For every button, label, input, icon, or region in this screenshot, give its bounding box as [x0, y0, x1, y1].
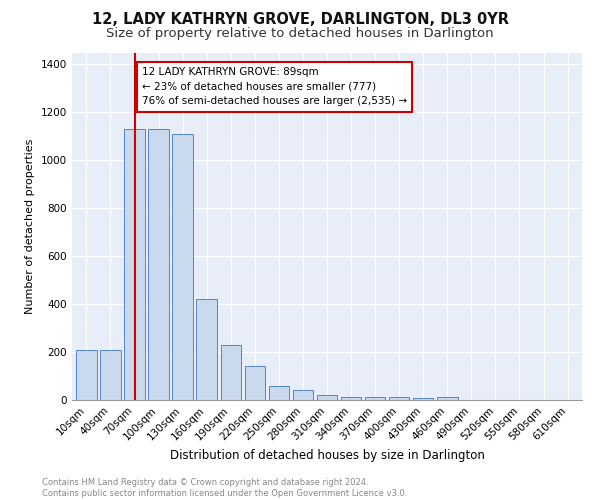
- Bar: [341, 397, 361, 400]
- Bar: [437, 397, 458, 400]
- Bar: [365, 397, 385, 400]
- Bar: [148, 129, 169, 400]
- Bar: [389, 397, 409, 400]
- Bar: [269, 386, 289, 400]
- Text: Contains HM Land Registry data © Crown copyright and database right 2024.
Contai: Contains HM Land Registry data © Crown c…: [42, 478, 407, 498]
- Bar: [221, 345, 241, 400]
- Text: 12 LADY KATHRYN GROVE: 89sqm
← 23% of detached houses are smaller (777)
76% of s: 12 LADY KATHRYN GROVE: 89sqm ← 23% of de…: [142, 67, 407, 106]
- Text: Size of property relative to detached houses in Darlington: Size of property relative to detached ho…: [106, 28, 494, 40]
- Text: 12, LADY KATHRYN GROVE, DARLINGTON, DL3 0YR: 12, LADY KATHRYN GROVE, DARLINGTON, DL3 …: [91, 12, 509, 28]
- Bar: [317, 395, 337, 400]
- Bar: [413, 398, 433, 400]
- X-axis label: Distribution of detached houses by size in Darlington: Distribution of detached houses by size …: [170, 448, 484, 462]
- Bar: [124, 129, 145, 400]
- Bar: [196, 300, 217, 400]
- Bar: [293, 390, 313, 400]
- Y-axis label: Number of detached properties: Number of detached properties: [25, 138, 35, 314]
- Bar: [245, 366, 265, 400]
- Bar: [172, 134, 193, 400]
- Bar: [76, 350, 97, 400]
- Bar: [100, 350, 121, 400]
